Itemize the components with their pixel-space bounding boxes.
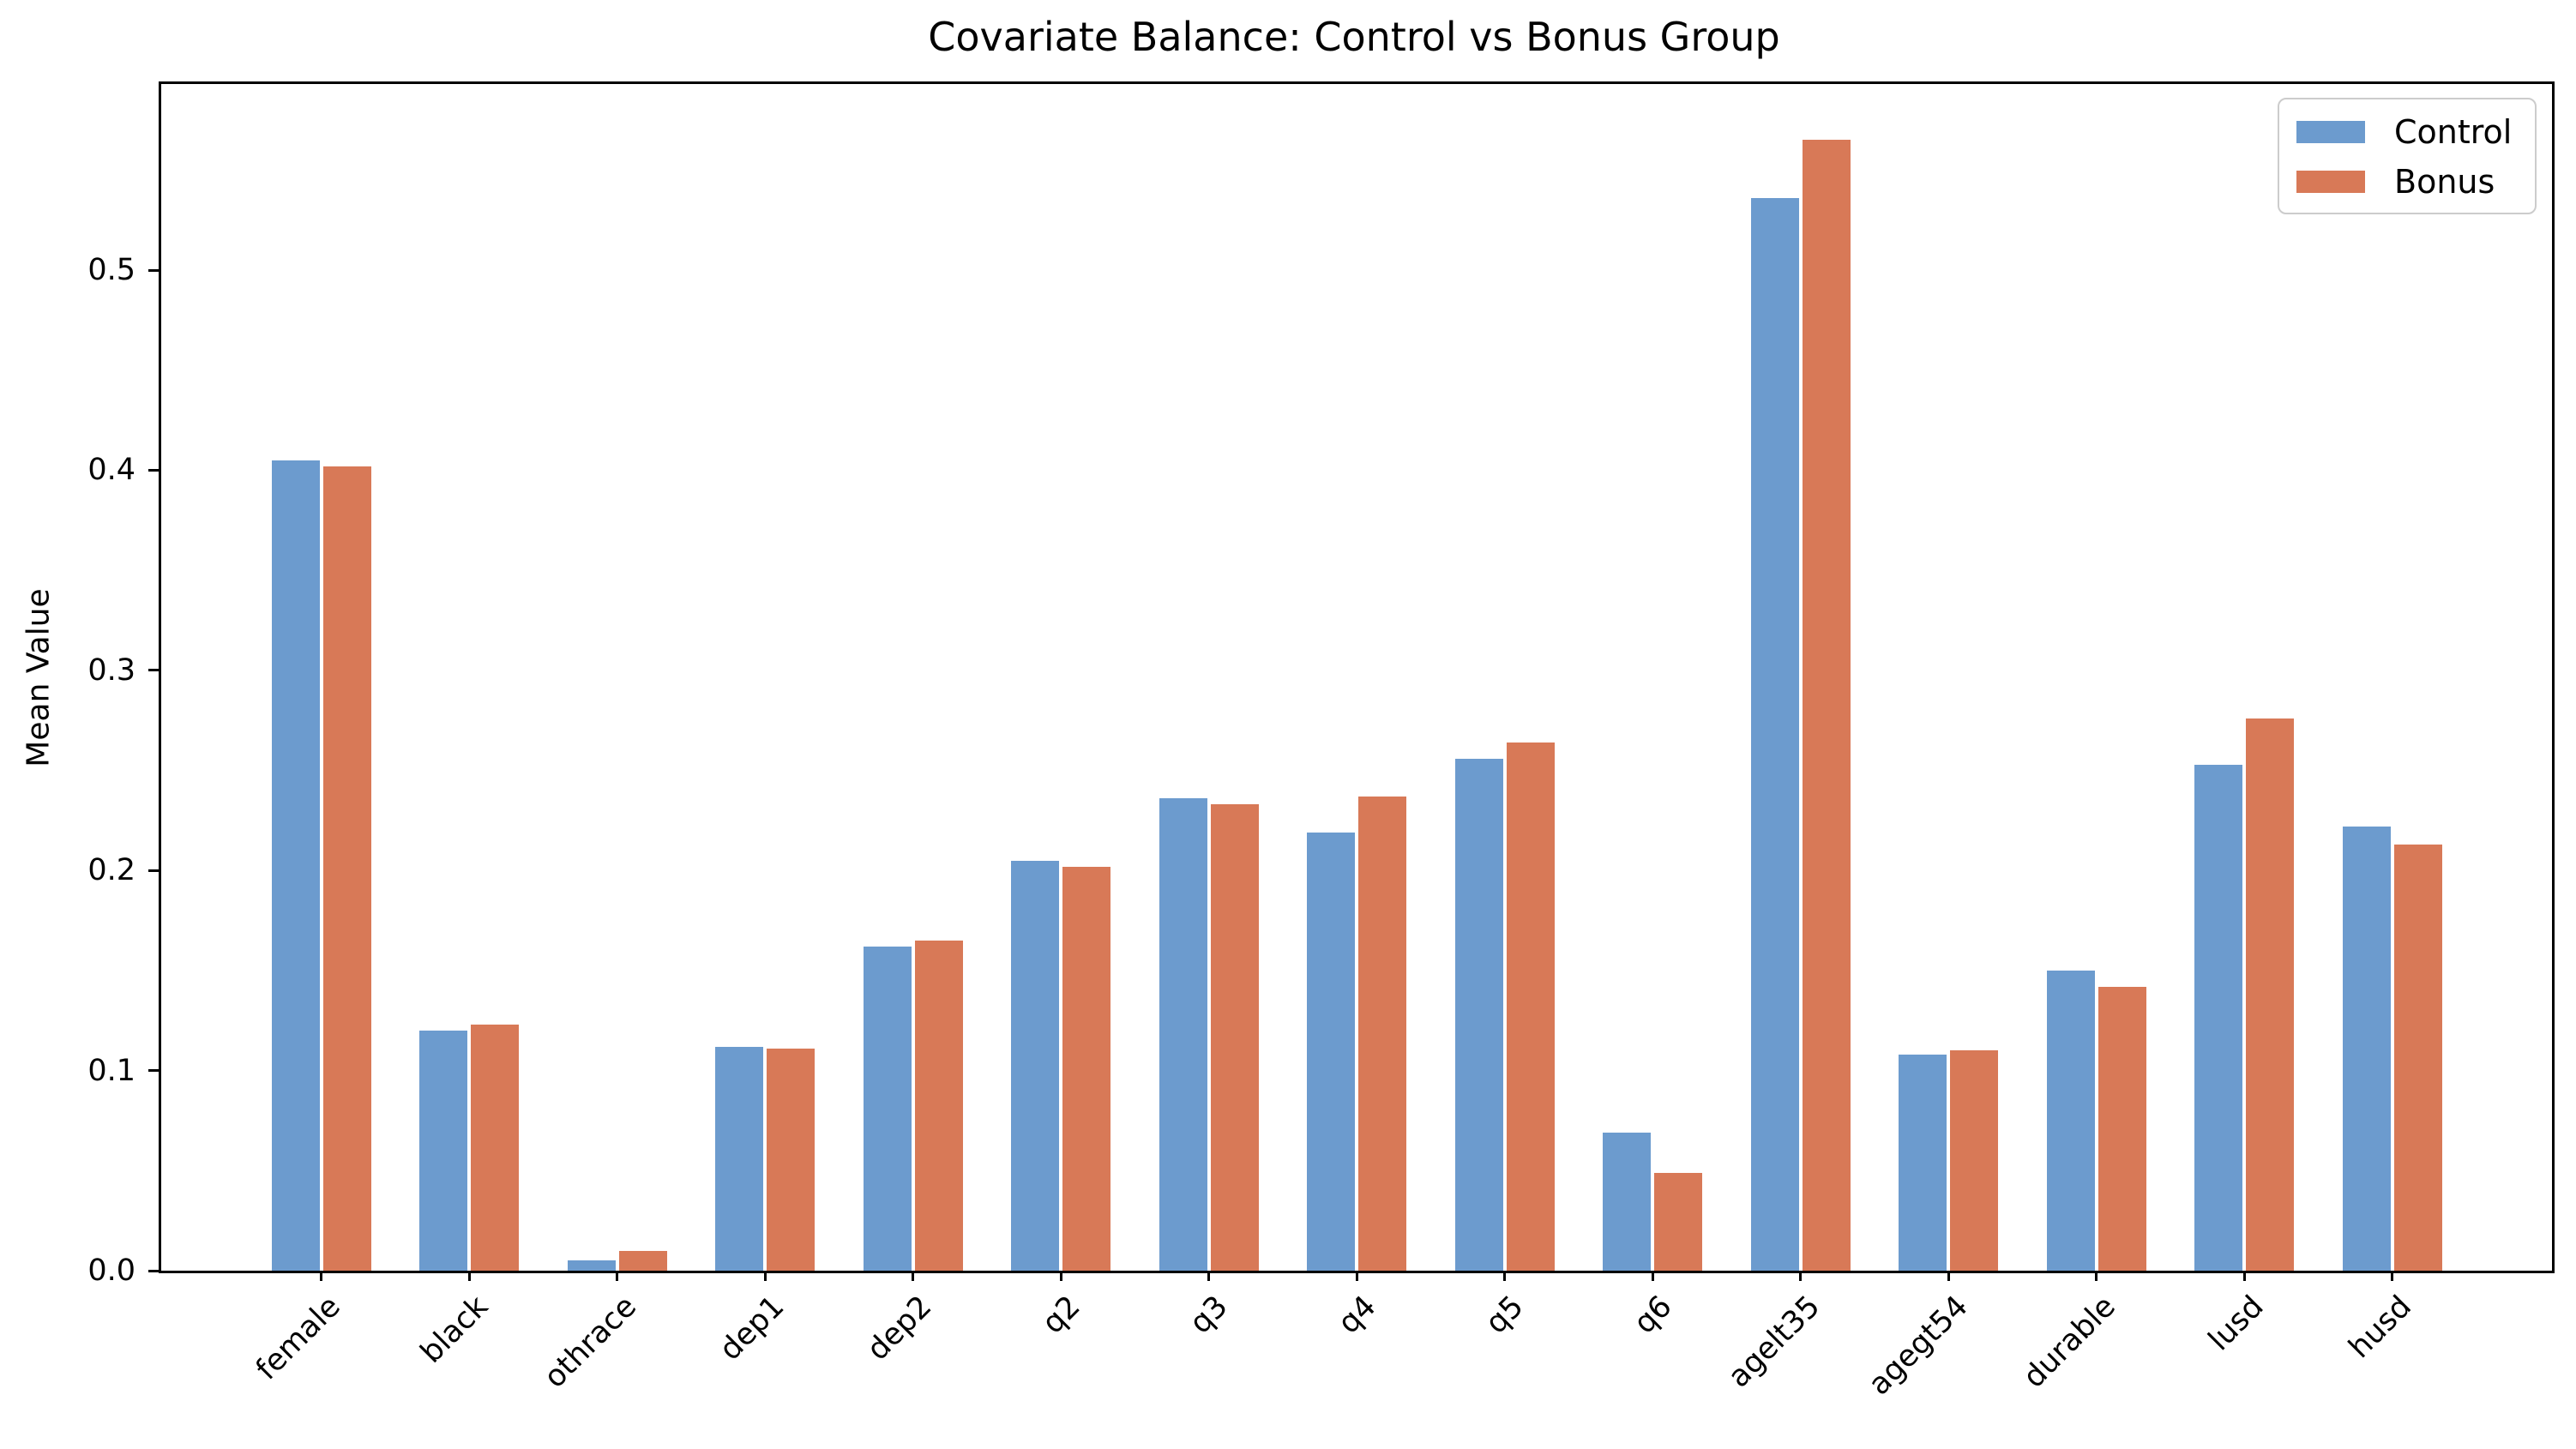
x-tick-mark [912, 1271, 915, 1281]
bar-control-dep1 [715, 1046, 764, 1271]
y-tick-mark [148, 268, 159, 272]
bar-control-q5 [1454, 758, 1503, 1271]
x-tick-mark [1207, 1271, 1211, 1281]
x-tick-mark [1355, 1271, 1358, 1281]
bar-bonus-dep2 [914, 940, 963, 1271]
bar-bonus-husd [2393, 844, 2442, 1271]
bar-control-q6 [1603, 1132, 1652, 1271]
x-tick-label-black: black [414, 1289, 496, 1370]
x-tick-mark [320, 1271, 323, 1281]
bar-bonus-q5 [1506, 742, 1555, 1271]
y-tick-label: 0.4 [87, 453, 135, 488]
x-tick-label-q5: q5 [1479, 1289, 1531, 1341]
bar-bonus-female [322, 466, 371, 1271]
bar-bonus-q4 [1358, 796, 1407, 1271]
y-tick-mark [148, 869, 159, 872]
legend: Control Bonus [2278, 98, 2537, 214]
y-tick-mark [148, 669, 159, 672]
bar-control-othrace [567, 1260, 616, 1271]
legend-swatch-control [2296, 121, 2365, 143]
bar-control-black [419, 1030, 468, 1271]
y-tick-label: 0.2 [87, 853, 135, 888]
y-tick-label: 0.1 [87, 1053, 135, 1088]
bar-control-q2 [1011, 860, 1060, 1271]
y-tick-mark [148, 468, 159, 472]
x-tick-label-dep1: dep1 [713, 1289, 791, 1368]
bar-control-agelt35 [1750, 198, 1799, 1271]
x-tick-mark [1799, 1271, 1803, 1281]
x-tick-mark [616, 1271, 619, 1281]
legend-label-control: Control [2394, 113, 2513, 151]
bar-bonus-dep1 [767, 1048, 816, 1271]
legend-swatch-bonus [2296, 171, 2365, 193]
x-tick-label-lusd: lusd [2201, 1289, 2271, 1358]
y-tick-mark [148, 1269, 159, 1272]
bar-bonus-black [471, 1024, 520, 1271]
bar-bonus-q2 [1062, 866, 1111, 1271]
bar-bonus-lusd [2246, 718, 2295, 1271]
bar-bonus-agelt35 [1802, 140, 1851, 1271]
bar-control-agegt54 [1899, 1054, 1947, 1271]
x-tick-mark [2391, 1271, 2394, 1281]
x-tick-mark [2095, 1271, 2098, 1281]
x-tick-label-q2: q2 [1035, 1289, 1087, 1341]
bar-control-dep2 [863, 946, 912, 1271]
legend-label-bonus: Bonus [2394, 163, 2495, 201]
x-tick-label-agelt35: agelt35 [1721, 1289, 1827, 1395]
y-tick-label: 0.3 [87, 652, 135, 688]
x-tick-mark [763, 1271, 767, 1281]
y-tick-label: 0.0 [87, 1254, 135, 1288]
x-tick-label-agegt54: agegt54 [1862, 1289, 1975, 1403]
bar-control-female [271, 460, 320, 1271]
bar-bonus-q3 [1210, 804, 1259, 1271]
x-tick-label-female: female [250, 1289, 347, 1387]
bar-bonus-othrace [618, 1250, 667, 1271]
x-tick-label-husd: husd [2342, 1289, 2418, 1366]
x-tick-mark [1503, 1271, 1507, 1281]
x-tick-label-dep2: dep2 [861, 1289, 939, 1368]
x-tick-mark [1651, 1271, 1654, 1281]
bar-control-q4 [1307, 832, 1356, 1271]
bar-control-q3 [1159, 798, 1207, 1271]
bar-bonus-durable [2098, 986, 2146, 1271]
x-tick-label-othrace: othrace [537, 1289, 643, 1395]
x-tick-mark [467, 1271, 471, 1281]
x-tick-mark [2242, 1271, 2246, 1281]
legend-item-bonus: Bonus [2296, 163, 2535, 201]
bar-bonus-q6 [1654, 1172, 1703, 1271]
bar-control-husd [2342, 826, 2391, 1271]
x-tick-label-q3: q3 [1183, 1289, 1235, 1341]
x-tick-label-q6: q6 [1627, 1289, 1679, 1341]
bar-control-lusd [2194, 764, 2243, 1271]
y-tick-label: 0.5 [87, 253, 135, 288]
bar-bonus-agegt54 [1950, 1050, 1999, 1271]
chart-title: Covariate Balance: Control vs Bonus Grou… [928, 14, 1780, 60]
x-tick-mark [1947, 1271, 1950, 1281]
x-tick-label-q4: q4 [1331, 1289, 1383, 1341]
legend-item-control: Control [2296, 113, 2535, 151]
plot-area: Control Bonus 0.0 0.1 0.2 0.3 0.4 0.5 female bl… [87, 81, 2555, 1402]
x-tick-mark [1059, 1271, 1062, 1281]
x-tick-label-durable: durable [2017, 1289, 2122, 1395]
y-tick-mark [148, 1069, 159, 1073]
bar-control-durable [2046, 970, 2095, 1271]
